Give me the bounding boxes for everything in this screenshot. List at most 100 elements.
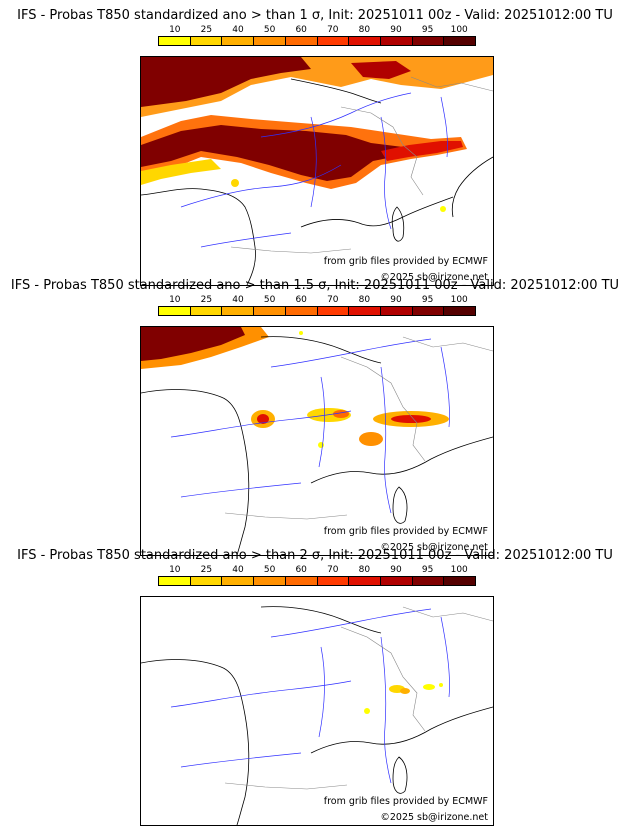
legend-swatch (349, 37, 381, 45)
river (170, 680, 352, 708)
prob-blob (400, 688, 410, 694)
source-credit: from grib files provided by ECMWF (322, 256, 489, 267)
legend-tick-label: 70 (327, 295, 339, 305)
prob-blob (391, 415, 431, 423)
legend-swatch (444, 37, 476, 45)
prob-blob (423, 684, 435, 690)
panel-title: IFS - Probas T850 standardized ano > tha… (17, 8, 613, 23)
legend-tick-label: 60 (295, 25, 307, 35)
legend-bar (158, 306, 476, 316)
river (318, 646, 325, 738)
coastline-corsica (392, 756, 408, 794)
legend-tick-label: 60 (295, 565, 307, 575)
legend-swatch (159, 577, 191, 585)
prob-spot (439, 683, 443, 687)
legend-tick-label: 95 (421, 565, 434, 575)
coastline-channel (290, 78, 382, 104)
legend-tick-label: 80 (358, 295, 371, 305)
panel-title: IFS - Probas T850 standardized ano > tha… (17, 548, 613, 563)
panel-1.5sigma: IFS - Probas T850 standardized ano > tha… (0, 278, 630, 556)
legend-tick-label: 10 (169, 295, 181, 305)
legend-swatch (222, 37, 255, 45)
coastline-france-west (141, 659, 250, 825)
probability-map: from grib files provided by ECMWF ©2025 … (140, 326, 494, 556)
legend-tick-label: 10 (169, 25, 181, 35)
color-legend: 10 25 40 50 60 70 80 90 95 100 (158, 25, 476, 51)
legend-tick-label: 100 (450, 295, 468, 305)
legend-swatch (444, 577, 476, 585)
river (380, 116, 392, 230)
river (180, 752, 302, 768)
legend-tick-label: 95 (421, 295, 434, 305)
map-svg (141, 327, 493, 555)
river (380, 636, 392, 784)
border (340, 626, 426, 732)
copyright-credit: ©2025 sb@irizone.net (379, 542, 489, 553)
copyright-credit: ©2025 sb@irizone.net (379, 272, 489, 283)
river (200, 232, 292, 248)
border (230, 246, 352, 254)
legend-tick-label: 40 (232, 565, 244, 575)
coastline-mediterranean (310, 706, 493, 754)
coastlines (141, 336, 493, 555)
legend-swatch (380, 37, 413, 45)
legend-swatch (349, 577, 381, 585)
legend-labels: 10 25 40 50 60 70 80 90 95 100 (158, 295, 476, 306)
legend-swatch (222, 577, 255, 585)
legend-swatch (380, 307, 413, 315)
legend-tick-label: 60 (295, 295, 307, 305)
coastline-france-west (141, 389, 250, 555)
legend-tick-label: 50 (263, 565, 276, 575)
map-svg (141, 606, 493, 825)
legend-swatch (190, 37, 223, 45)
border (402, 336, 493, 352)
legend-tick-label: 70 (327, 565, 339, 575)
legend-tick-label: 100 (450, 565, 468, 575)
prob-blob (257, 414, 269, 424)
coastline-mediterranean (310, 436, 493, 484)
source-credit: from grib files provided by ECMWF (322, 796, 489, 807)
legend-bar (158, 576, 476, 586)
prob-area-north-core (141, 57, 311, 107)
legend-tick-label: 80 (358, 25, 371, 35)
legend-swatch (254, 577, 286, 585)
prob-spot (299, 331, 303, 335)
copyright-credit: ©2025 sb@irizone.net (379, 812, 489, 823)
river (318, 376, 325, 468)
panel-2sigma: IFS - Probas T850 standardized ano > tha… (0, 548, 630, 826)
probability-field (141, 57, 493, 212)
prob-area-north-ne (351, 61, 411, 79)
river (380, 366, 392, 514)
color-legend: 10 25 40 50 60 70 80 90 95 100 (158, 565, 476, 591)
legend-tick-label: 100 (450, 25, 468, 35)
panel-1sigma: IFS - Probas T850 standardized ano > tha… (0, 8, 630, 286)
legend-swatch (317, 37, 350, 45)
legend-swatch (380, 577, 413, 585)
legend-tick-label: 25 (200, 25, 213, 35)
coastline-channel (260, 336, 382, 364)
prob-area-northwest-core (141, 327, 245, 361)
river (440, 96, 448, 158)
prob-spot (440, 206, 446, 212)
coastlines (141, 78, 493, 285)
legend-tick-label: 50 (263, 295, 276, 305)
legend-tick-label: 40 (232, 25, 244, 35)
legend-tick-label: 50 (263, 25, 276, 35)
color-legend: 10 25 40 50 60 70 80 90 95 100 (158, 295, 476, 321)
probability-map: from grib files provided by ECMWF ©2025 … (140, 596, 494, 826)
probability-field (141, 327, 449, 448)
legend-tick-label: 90 (390, 295, 402, 305)
rivers (180, 92, 448, 248)
coastline-france-west (141, 188, 256, 285)
coastline-corsica (391, 206, 405, 242)
rivers (170, 608, 450, 784)
border (224, 512, 348, 520)
legend-tick-label: 70 (327, 25, 339, 35)
panel-title: IFS - Probas T850 standardized ano > tha… (10, 278, 620, 293)
river (440, 346, 450, 428)
border (340, 106, 424, 196)
legend-tick-label: 40 (232, 295, 244, 305)
legend-tick-label: 90 (390, 25, 402, 35)
legend-swatch (285, 307, 318, 315)
legend-swatch (412, 307, 445, 315)
